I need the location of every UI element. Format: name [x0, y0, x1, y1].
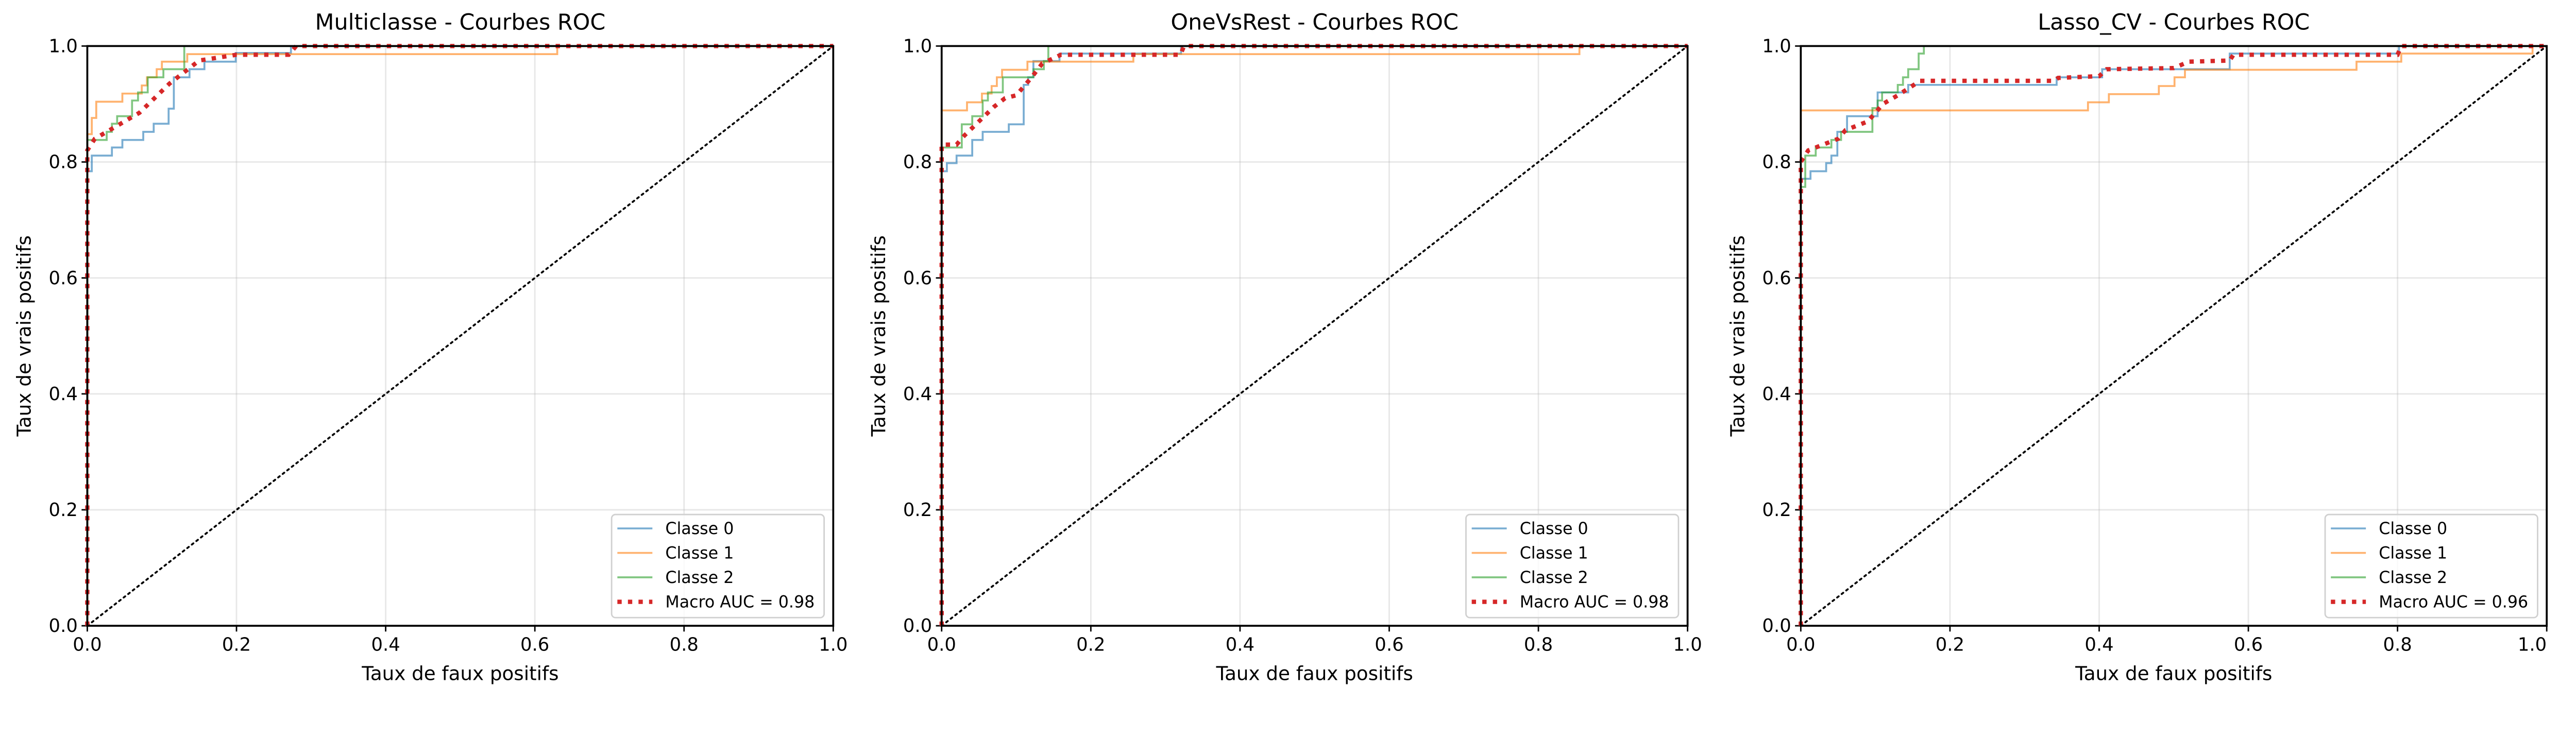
legend-item: Classe 0 [1471, 520, 1588, 538]
y-tick-label: 1.0 [903, 36, 932, 57]
legend: Classe 0 Classe 1 Classe 2 Macro AUC = 0.96 [2324, 513, 2538, 619]
legend-item: Classe 1 [1471, 544, 1588, 563]
legend: Classe 0 Classe 1 Classe 2 Macro AUC = 0.98 [1465, 513, 1680, 619]
y-tick-label: 0.0 [903, 615, 932, 637]
legend-item: Macro AUC = 0.96 [2331, 593, 2528, 612]
x-tick-label: 0.2 [1936, 634, 1964, 655]
y-tick-label: 0.6 [903, 268, 932, 289]
x-tick-label: 0.8 [670, 634, 699, 655]
x-axis-label: Taux de faux positifs [361, 662, 558, 684]
x-tick-label: 1.0 [819, 634, 848, 655]
x-tick-label: 0.0 [1786, 634, 1815, 655]
axes-frame [940, 45, 1689, 627]
x-tick-label: 0.0 [73, 634, 101, 655]
legend-item: Classe 1 [2331, 544, 2447, 563]
roc-curve-classe-1 [1800, 45, 2547, 626]
axes-frame [86, 45, 835, 627]
roc-chart-0: 0.0 0.2 0.4 0.6 0.8 1.0 0.0 0.2 0.4 0.6 0.8 1.0 Mult… [13, 10, 848, 685]
y-tick-label: 0.8 [903, 152, 932, 173]
y-tick-label: 0.6 [1762, 268, 1791, 289]
legend-label: Classe 0 [1520, 520, 1588, 538]
x-axis-label: Taux de faux positifs [1216, 662, 1413, 684]
legend-label: Classe 2 [2379, 569, 2447, 587]
x-tick-label: 0.4 [1226, 634, 1255, 655]
x-tick-label: 0.8 [1524, 634, 1553, 655]
roc-curve-classe-2 [940, 45, 1688, 626]
legend-label: Classe 1 [2379, 544, 2447, 563]
y-tick-label: 0.2 [49, 500, 78, 521]
chance-diagonal [1800, 45, 2548, 627]
roc-curve-macro [1799, 44, 2547, 626]
roc-curve-macro [85, 44, 834, 626]
y-tick-label: 0.8 [49, 152, 78, 173]
x-tick-label: 0.6 [2234, 634, 2263, 655]
y-tick-label: 1.0 [1762, 36, 1791, 57]
roc-chart-1: 0.0 0.2 0.4 0.6 0.8 1.0 0.0 0.2 0.4 0.6 0.8 1.0 OneV… [867, 10, 1702, 685]
y-axis-label: Taux de vrais positifs [1726, 235, 1749, 437]
legend-label: Macro AUC = 0.98 [1520, 593, 1669, 612]
y-axis-label: Taux de vrais positifs [867, 235, 890, 437]
x-tick-label: 0.8 [2383, 634, 2412, 655]
legend-label: Macro AUC = 0.98 [665, 593, 815, 612]
y-tick-label: 0.4 [49, 384, 78, 405]
legend-label: Classe 1 [665, 544, 734, 563]
y-axis-label: Taux de vrais positifs [13, 235, 36, 437]
y-tick-label: 0.4 [1762, 384, 1791, 405]
roc-curve-macro [939, 44, 1688, 626]
legend-box [2324, 513, 2538, 619]
legend-label: Classe 1 [1520, 544, 1588, 563]
x-axis-label: Taux de faux positifs [2075, 662, 2272, 684]
x-tick-label: 0.4 [2084, 634, 2113, 655]
x-tick-label: 1.0 [1673, 634, 1702, 655]
chart-title: Multiclasse - Courbes ROC [315, 10, 606, 36]
chart-title: Lasso_CV - Courbes ROC [2038, 10, 2310, 36]
legend-label: Classe 2 [1520, 569, 1588, 587]
legend-item: Classe 0 [617, 520, 734, 538]
x-tick-label: 1.0 [2518, 634, 2547, 655]
roc-curve-classe-0 [940, 45, 1688, 626]
x-tick-label: 0.6 [1375, 634, 1403, 655]
roc-curve-classe-0 [86, 45, 834, 626]
legend-label: Classe 0 [665, 520, 734, 538]
legend-item: Classe 0 [2331, 520, 2447, 538]
x-tick-label: 0.4 [371, 634, 400, 655]
axes-frame [1800, 45, 2548, 627]
legend-item: Macro AUC = 0.98 [1471, 593, 1669, 612]
legend-item: Classe 2 [1471, 569, 1588, 587]
roc-chart-2: 0.0 0.2 0.4 0.6 0.8 1.0 0.0 0.2 0.4 0.6 0.8 1.0 Lass… [1726, 10, 2548, 684]
roc-figure: 0.0 0.2 0.4 0.6 0.8 1.0 0.0 0.2 0.4 0.6 0.8 1.0 Mult… [13, 10, 2548, 685]
y-tick-label: 0.0 [1762, 615, 1791, 637]
y-tick-label: 0.2 [1762, 500, 1791, 521]
y-tick-label: 0.2 [903, 500, 932, 521]
legend: Classe 0 Classe 1 Classe 2 Macro AUC = 0.98 [611, 513, 825, 619]
legend-label: Classe 0 [2379, 520, 2447, 538]
y-tick-label: 0.8 [1762, 152, 1791, 173]
x-tick-label: 0.2 [1076, 634, 1105, 655]
legend-label: Classe 2 [665, 569, 734, 587]
roc-curve-classe-2 [1800, 45, 2547, 626]
legend-label: Macro AUC = 0.96 [2379, 593, 2528, 612]
legend-box [1465, 513, 1680, 619]
chance-diagonal [940, 45, 1689, 627]
legend-item: Classe 2 [617, 569, 734, 587]
y-tick-label: 0.0 [49, 615, 78, 637]
legend-item: Classe 1 [617, 544, 734, 563]
x-tick-label: 0.6 [520, 634, 549, 655]
chance-diagonal [86, 45, 835, 627]
legend-box [611, 513, 825, 619]
chart-title: OneVsRest - Courbes ROC [1171, 10, 1458, 36]
legend-item: Macro AUC = 0.98 [617, 593, 815, 612]
y-tick-label: 0.6 [49, 268, 78, 289]
y-tick-label: 0.4 [903, 384, 932, 405]
y-tick-label: 1.0 [49, 36, 78, 57]
x-tick-label: 0.0 [927, 634, 956, 655]
legend-item: Classe 2 [2331, 569, 2447, 587]
x-tick-label: 0.2 [222, 634, 251, 655]
roc-curve-classe-2 [86, 45, 834, 626]
